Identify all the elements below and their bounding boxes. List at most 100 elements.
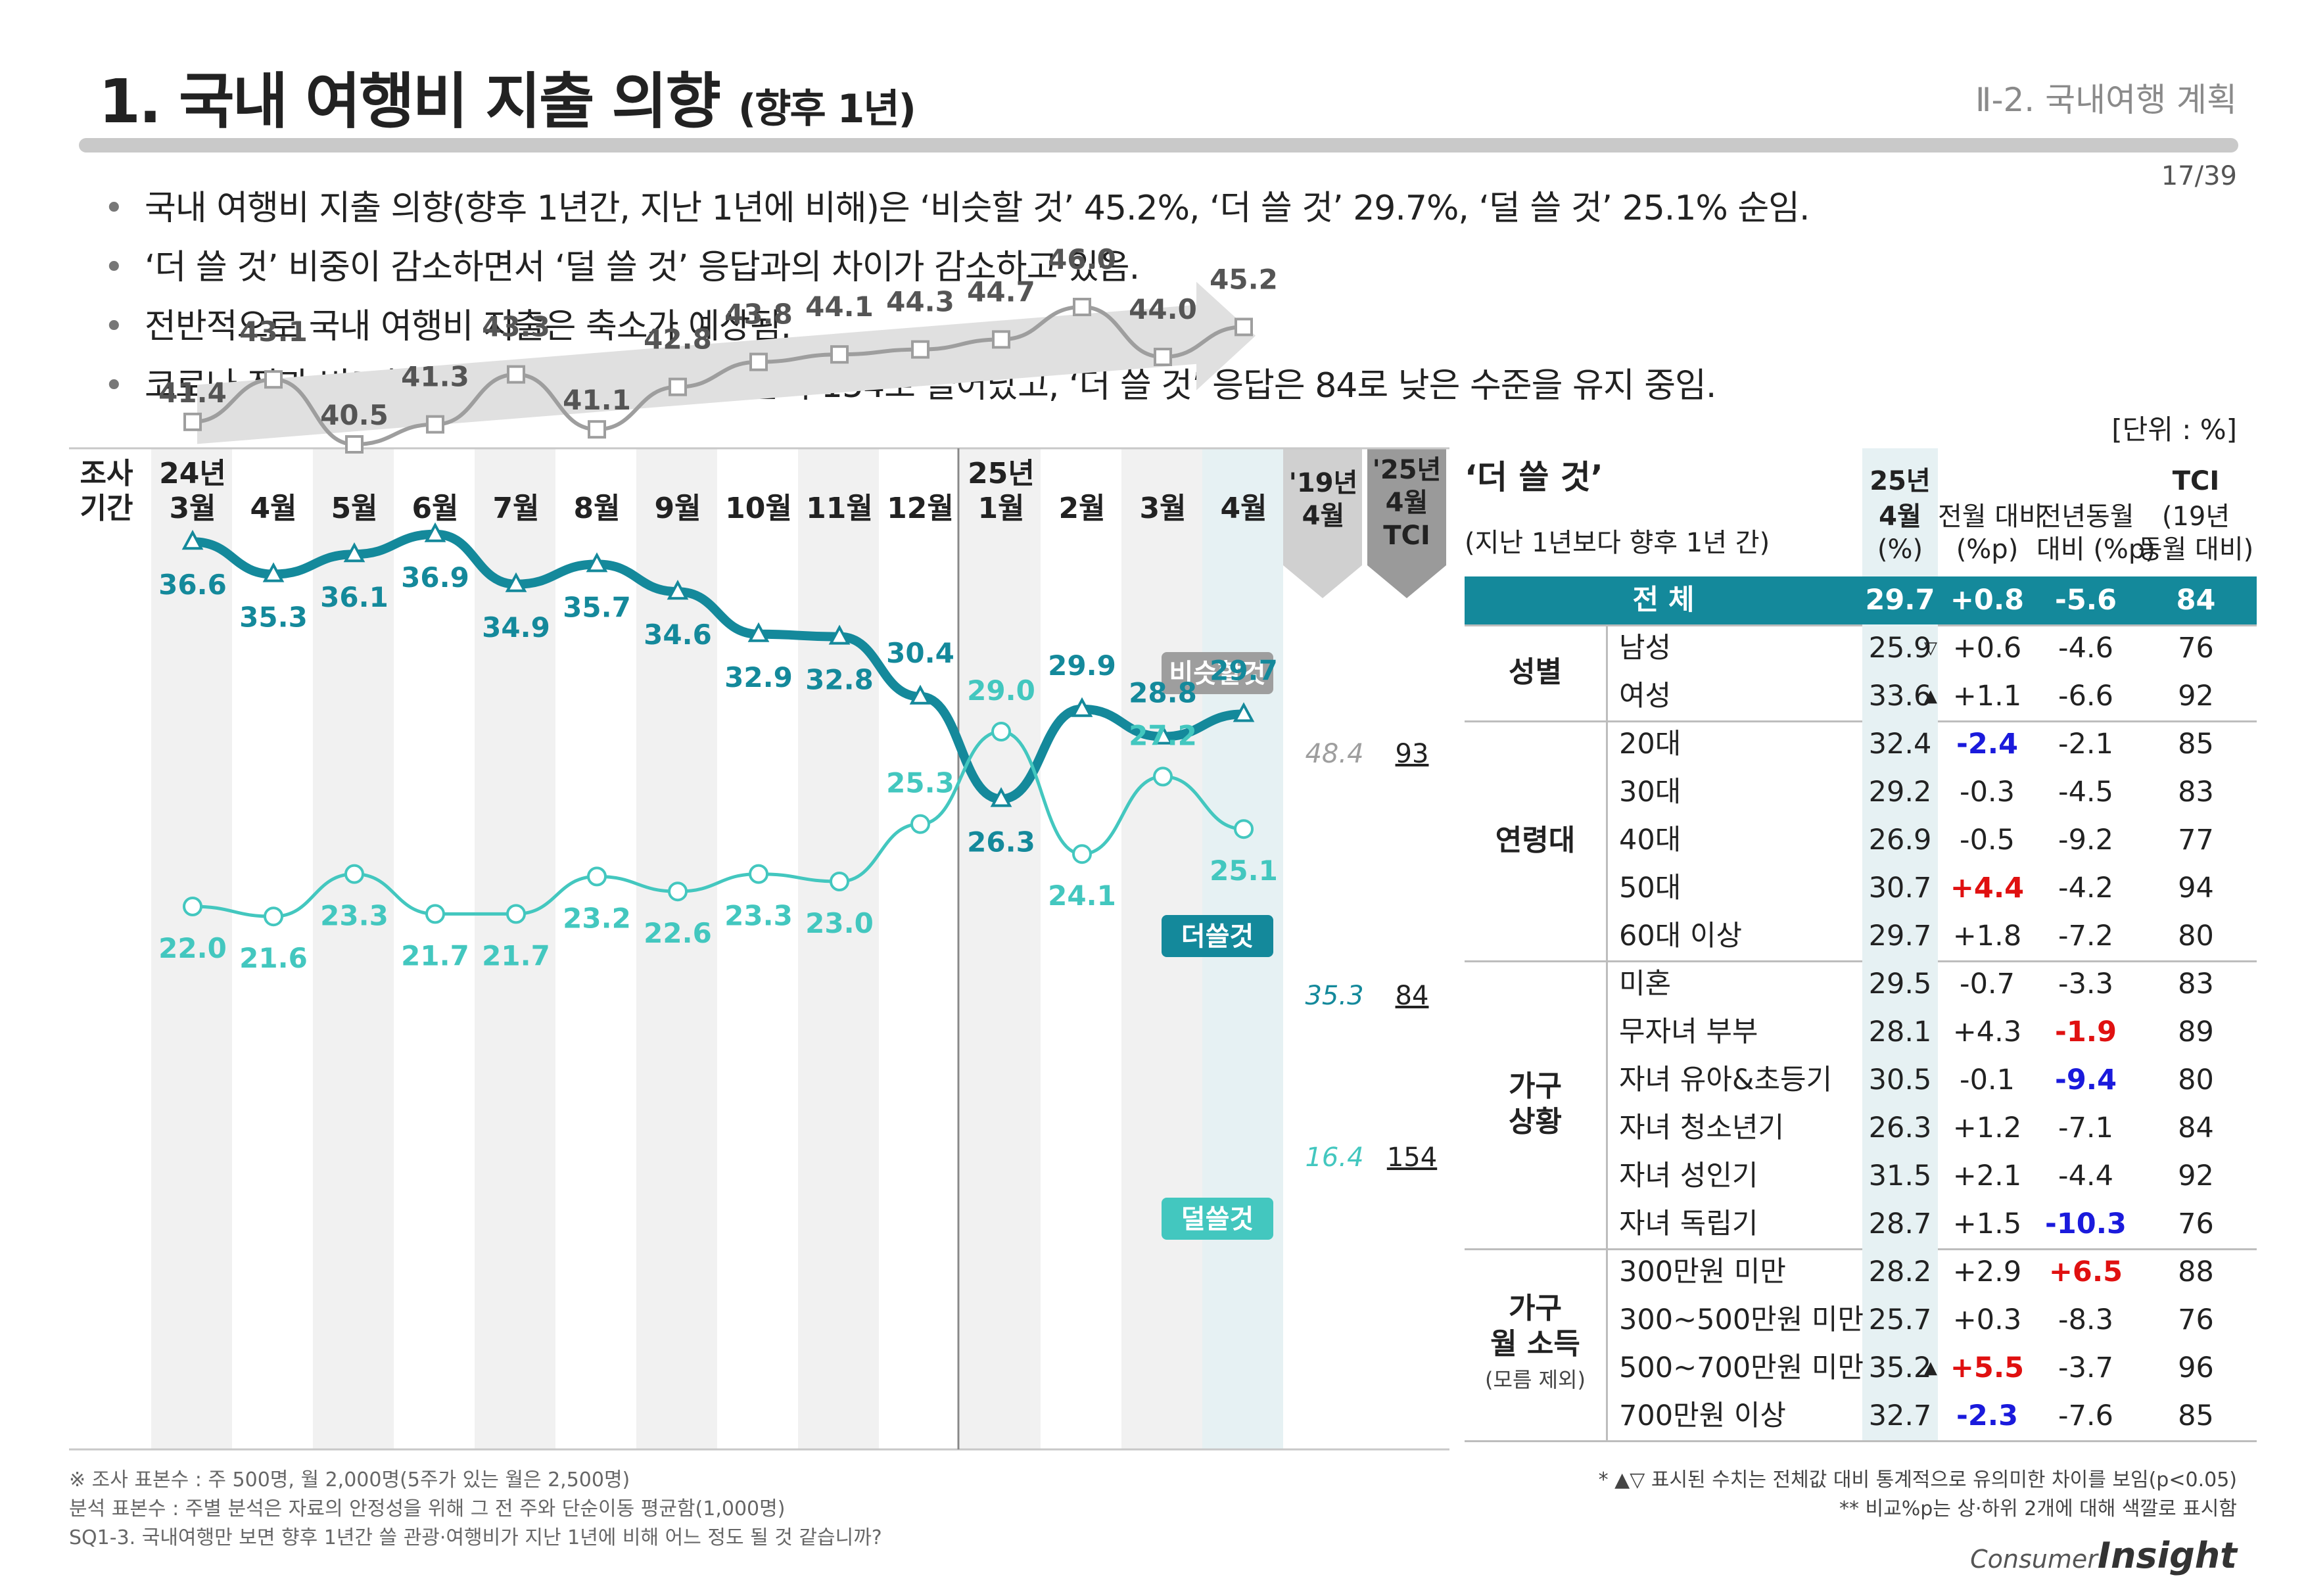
- row-label: 500~700만원 미만: [1619, 1351, 1864, 1384]
- month-tick-label: 3월: [1139, 492, 1186, 525]
- table-cell: -6.6: [2058, 680, 2113, 713]
- current-column-bg: [1862, 1392, 1938, 1440]
- table-cell: 30.5: [1868, 1064, 1932, 1096]
- month-column-bg: [717, 448, 798, 1449]
- month-column-bg: [151, 448, 232, 1449]
- group-label: 상황: [1509, 1105, 1562, 1138]
- table-cell: +6.5: [2048, 1256, 2123, 1288]
- data-label: 32.9: [724, 661, 793, 693]
- current-column-bg: [1862, 960, 1938, 1008]
- data-point: [262, 562, 285, 582]
- data-point: [264, 370, 283, 389]
- table-cell: 25.9: [1868, 632, 1932, 665]
- data-label: 41.3: [401, 361, 469, 393]
- series-legend-box: [1162, 915, 1273, 957]
- data-point: [181, 530, 204, 550]
- reference-header-label: 4월: [1386, 488, 1428, 518]
- data-point: [264, 906, 283, 927]
- data-label: 44.3: [886, 286, 954, 318]
- group-separator: [1606, 720, 1608, 960]
- group-separator: [1606, 960, 1608, 1248]
- table-row: 무자녀 부부 28.1 +4.3 -1.9 89: [1465, 1008, 2257, 1056]
- unit-label: [단위 : %]: [2111, 413, 2237, 446]
- data-label: 23.3: [320, 900, 388, 932]
- row-label: 자녀 유아&초등기: [1619, 1064, 1833, 1096]
- data-label: 24.1: [1048, 880, 1116, 912]
- table-cell: -3.7: [2058, 1351, 2113, 1384]
- month-column-bg: [313, 448, 394, 1449]
- table-cell: -0.1: [1960, 1064, 2015, 1096]
- reference-column-tab: [1283, 448, 1362, 598]
- data-label: 21.6: [239, 942, 308, 974]
- data-point: [1235, 317, 1253, 337]
- data-point: [1072, 844, 1092, 864]
- month-tick-label: 12월: [887, 492, 954, 525]
- data-label: 27.2: [1129, 719, 1197, 751]
- group-label: 가구: [1509, 1292, 1562, 1325]
- month-tick-label: 4월: [250, 492, 296, 525]
- table-cell: -4.6: [2058, 632, 2113, 665]
- data-point: [343, 542, 365, 563]
- data-point: [586, 552, 608, 573]
- table-cell: 84: [2176, 584, 2216, 617]
- row-label: 20대: [1619, 728, 1682, 761]
- table-row: 20대 32.4 -2.4 -2.1 85: [1465, 720, 2257, 768]
- table-cell: 33.6: [1868, 680, 1932, 713]
- current-column-bg: [1862, 816, 1938, 864]
- summary-bullet: ‘더 쓸 것’ 비중이 감소하면서 ‘덜 쓸 것’ 응답과의 차이가 감소하고 …: [99, 238, 1810, 297]
- data-point: [425, 904, 445, 924]
- table-cell: +1.5: [1952, 1208, 2022, 1240]
- row-label: 남성: [1619, 632, 1672, 665]
- month-tick-label: 11월: [806, 492, 873, 525]
- table-cell: 80: [2178, 1064, 2214, 1096]
- period-axis-label: 조사: [80, 457, 133, 490]
- table-row: 300~500만원 미만 25.7 +0.3 -8.3 76: [1465, 1296, 2257, 1344]
- column-header: 25년: [1870, 466, 1931, 496]
- table-cell: -9.4: [2054, 1064, 2117, 1096]
- data-point: [749, 352, 768, 371]
- group-divider: [1465, 960, 2257, 962]
- data-label: 21.7: [401, 939, 469, 972]
- data-label: 21.7: [482, 939, 550, 972]
- series-line-1: [188, 529, 1248, 804]
- data-point: [909, 684, 931, 705]
- table-row: 남성 25.9 +0.6 -4.6 76 ▽: [1465, 624, 2257, 672]
- data-point: [507, 365, 525, 384]
- data-point: [1071, 697, 1093, 717]
- table-cell: 76: [2178, 1208, 2214, 1240]
- table-cell: 85: [2178, 1399, 2214, 1432]
- table-cell: -3.3: [2058, 968, 2113, 1000]
- table-cell: 89: [2178, 1016, 2214, 1048]
- table-cell: -1.9: [2054, 1016, 2117, 1048]
- data-label: 23.2: [563, 902, 631, 934]
- month-tick-label: 1월: [977, 492, 1024, 525]
- row-label: 300만원 미만: [1619, 1256, 1786, 1288]
- table-cell: 88: [2178, 1256, 2214, 1288]
- table-row: 30대 29.2 -0.3 -4.5 83: [1465, 768, 2257, 816]
- table-cell: 29.7: [1868, 920, 1932, 952]
- row-label: 50대: [1619, 872, 1682, 904]
- group-divider: [1465, 720, 2257, 722]
- page-number: 17/39: [2161, 161, 2237, 191]
- table-cell: +0.3: [1952, 1303, 2022, 1336]
- current-column-bg: [1862, 1056, 1938, 1104]
- table-cell: -2.1: [2058, 728, 2113, 761]
- table-cell: 28.2: [1868, 1256, 1932, 1288]
- table-cell: 83: [2178, 776, 2214, 809]
- table-cell: -2.3: [1956, 1399, 2019, 1432]
- summary-bullets: 국내 여행비 지출 의향(향후 1년간, 지난 1년에 비해)은 ‘비슷할 것’…: [99, 179, 1810, 415]
- data-label: 44.1: [805, 291, 874, 323]
- table-cell: 76: [2178, 632, 2214, 665]
- data-point: [505, 572, 527, 592]
- table-cell: +2.1: [1952, 1160, 2022, 1192]
- data-label: 43.1: [239, 316, 308, 348]
- table-cell: -0.5: [1960, 824, 2015, 857]
- data-label: 41.1: [563, 384, 631, 416]
- data-label: 43.3: [482, 311, 550, 343]
- current-column-bg: [1862, 672, 1938, 720]
- footnote: ** 비교%p는 상·하위 2개에 대해 색깔로 표시함: [1839, 1497, 2237, 1520]
- row-label: 자녀 청소년기: [1619, 1112, 1785, 1144]
- series-legend-label: 비슷할것: [1169, 659, 1265, 689]
- column-header: 대비 (%p): [2036, 534, 2155, 565]
- data-label: 29.7: [1210, 654, 1278, 686]
